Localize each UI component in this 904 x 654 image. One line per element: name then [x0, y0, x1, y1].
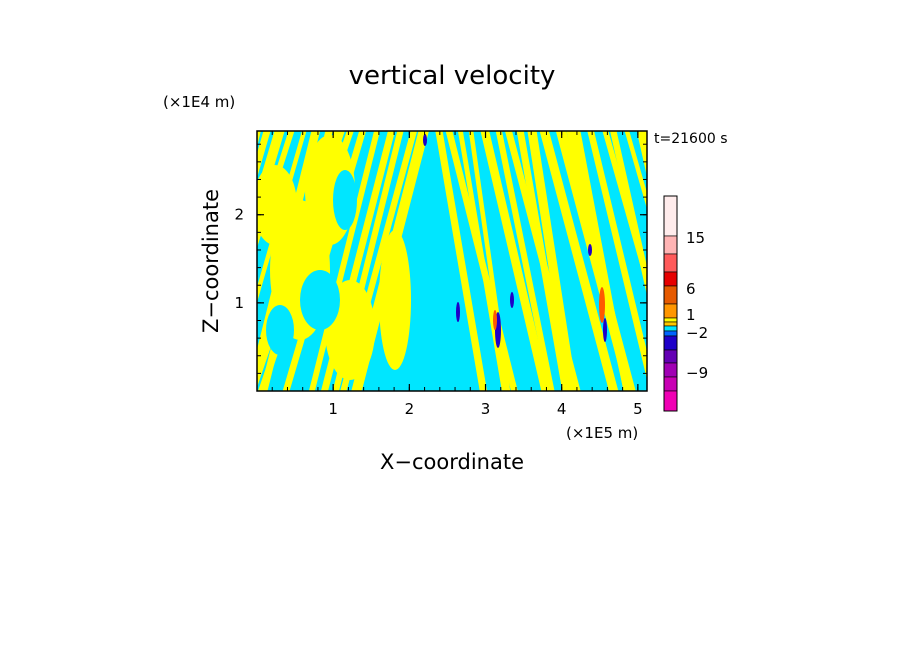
x-tick-label: 3 [481, 400, 491, 418]
x-tick-label: 5 [633, 400, 643, 418]
colorbar-frame [663, 195, 678, 412]
colorbar-label: −2 [686, 324, 708, 342]
contour-blob [599, 287, 605, 323]
y-tick-label: 1 [234, 294, 244, 312]
colorbar-segment [663, 349, 678, 364]
colorbar-label: −9 [686, 364, 708, 382]
y-axis-label: Z−coordinate [199, 189, 223, 333]
colorbar-segment [663, 390, 678, 412]
colorbar-segment [663, 335, 678, 351]
x-tick-label: 4 [557, 400, 567, 418]
colorbar-segment [663, 330, 678, 337]
contour-field [257, 131, 721, 391]
colorbar-label: 15 [686, 229, 705, 247]
contour-band [649, 131, 721, 391]
contour-bands [257, 131, 721, 391]
contour-blob [493, 310, 497, 330]
y-unit-label: (×1E4 m) [163, 93, 235, 111]
contour-band [257, 131, 271, 178]
colorbar-segment [663, 271, 678, 287]
x-axis-label: X−coordinate [380, 450, 524, 474]
contour-band [435, 131, 488, 391]
contour-blob [423, 134, 427, 146]
contour-band [480, 131, 551, 391]
contour-blob [603, 318, 607, 342]
contour-band [636, 131, 647, 177]
contour-band [624, 131, 647, 209]
colorbar-segment [663, 303, 678, 319]
y-axis-ticks: 12 [234, 143, 647, 374]
plot-frame [256, 130, 648, 392]
colorbar-segment [663, 321, 678, 327]
contour-band [587, 131, 647, 380]
colorbar-segment [663, 195, 678, 237]
contour-patch [257, 165, 297, 245]
contour-band [495, 131, 555, 391]
contour-band [257, 131, 261, 147]
contour-blob [510, 292, 514, 308]
colorbar-segment [663, 362, 678, 378]
colorbar-segment [663, 317, 678, 323]
contour-patch [379, 230, 411, 370]
colorbar-segment [663, 253, 678, 273]
x-tick-label: 1 [328, 400, 338, 418]
contour-band [610, 131, 647, 296]
contour-band [574, 131, 630, 391]
contour-band [516, 131, 570, 391]
time-label: t=21600 s [654, 131, 728, 147]
colorbar-segment [663, 325, 678, 332]
contour-patch [300, 270, 340, 330]
x-axis-ticks: 1 2 3 4 5 [271, 131, 643, 418]
colorbar-segment [663, 285, 678, 305]
contour-patch [266, 305, 294, 355]
colorbar-segment [663, 235, 678, 255]
contour-blob [588, 244, 592, 256]
contour-band [257, 131, 307, 303]
contour-band [539, 131, 619, 391]
contour-blobs [423, 134, 607, 348]
chart-title: vertical velocity [349, 61, 556, 91]
y-tick-label: 2 [234, 206, 244, 224]
x-tick-label: 2 [405, 400, 415, 418]
colorbar: 15 6 1−2 −9 [663, 195, 708, 412]
contour-blob [456, 302, 460, 322]
colorbar-label: 1 [686, 306, 696, 324]
colorbar-segment [663, 376, 678, 392]
colorbar-label: 6 [686, 280, 696, 298]
contour-patch [333, 170, 357, 230]
contour-band [527, 131, 577, 391]
x-unit-label: (×1E5 m) [566, 424, 638, 442]
